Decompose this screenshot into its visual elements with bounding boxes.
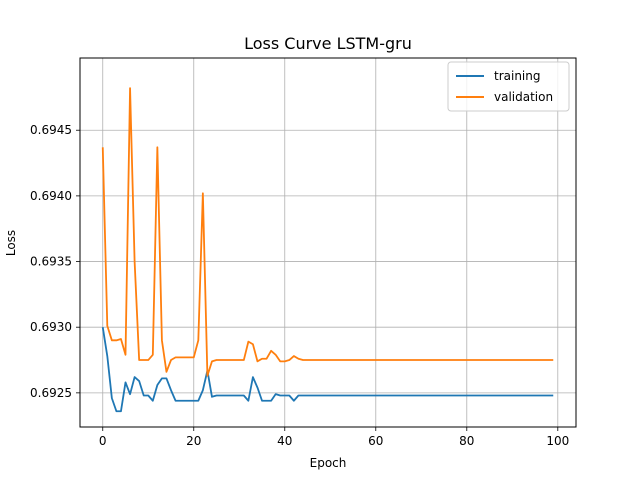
y-tick-label: 0.6935 bbox=[30, 255, 72, 269]
grid-lines bbox=[80, 58, 576, 427]
plot-frame bbox=[79, 57, 577, 428]
x-axis: 0 20 40 60 80 100 bbox=[99, 427, 569, 448]
legend-label-validation: validation bbox=[494, 90, 553, 104]
y-axis: 0.6925 0.6930 0.6935 0.6940 0.6945 bbox=[30, 123, 80, 400]
y-tick-label: 0.6925 bbox=[30, 386, 72, 400]
x-tick-label: 0 bbox=[99, 434, 107, 448]
legend-box bbox=[447, 61, 570, 112]
legend-label-training: training bbox=[494, 69, 541, 83]
series-lines bbox=[101, 87, 554, 413]
x-tick-label: 20 bbox=[186, 434, 201, 448]
y-tick-label: 0.6940 bbox=[30, 189, 72, 203]
series-line-validation bbox=[101, 87, 554, 377]
series-line-training bbox=[101, 327, 554, 413]
x-tick-label: 80 bbox=[459, 434, 474, 448]
legend: training validation bbox=[447, 61, 570, 112]
x-tick-label: 60 bbox=[368, 434, 383, 448]
y-tick-label: 0.6945 bbox=[30, 123, 72, 137]
y-axis-label: Loss bbox=[4, 230, 18, 256]
chart-title: Loss Curve LSTM-gru bbox=[244, 34, 412, 53]
y-tick-label: 0.6930 bbox=[30, 320, 72, 334]
x-tick-label: 100 bbox=[546, 434, 569, 448]
x-axis-label: Epoch bbox=[310, 456, 347, 470]
x-tick-label: 40 bbox=[277, 434, 292, 448]
